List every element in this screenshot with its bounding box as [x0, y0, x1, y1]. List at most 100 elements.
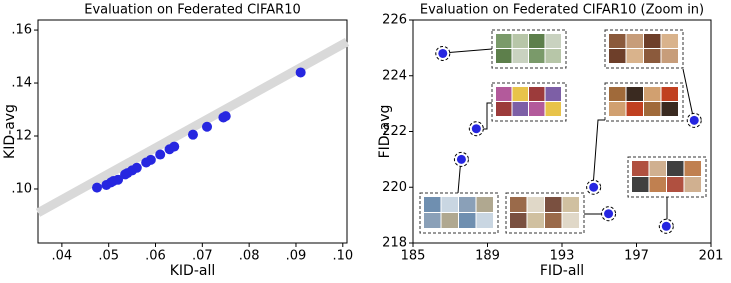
thumbnail-image	[496, 49, 512, 63]
x-tick-label: 189	[475, 249, 500, 264]
y-tick-label: 224	[382, 68, 407, 83]
y-axis-label: FID-avg	[377, 105, 393, 159]
thumbnail-image	[496, 87, 512, 101]
x-tick-label: 185	[401, 249, 426, 264]
x-axis-label: FID-all	[540, 263, 584, 279]
thumbnail-image	[545, 197, 562, 212]
x-tick-label: 201	[699, 249, 724, 264]
thumbnail-image	[512, 34, 528, 48]
y-tick-label: 226	[382, 13, 407, 28]
connector	[442, 48, 493, 54]
y-tick-label: .10	[11, 181, 32, 196]
data-point	[131, 162, 142, 173]
x-tick-label: 197	[624, 249, 649, 264]
thumbnail-image	[661, 49, 678, 63]
thumbnail-image	[626, 49, 643, 63]
connector	[682, 68, 695, 122]
y-tick-label: 220	[382, 180, 407, 195]
y-tick-label: .16	[11, 23, 32, 38]
data-point	[91, 182, 102, 193]
thumbnail-image	[510, 213, 527, 228]
data-point	[113, 174, 124, 185]
thumbnail-image	[545, 87, 561, 101]
thumbnail-image	[609, 34, 626, 48]
thumbnail-image	[644, 49, 661, 63]
thumbnail-image	[632, 177, 649, 192]
x-tick-label: .05	[98, 249, 119, 264]
thumbnail-image	[512, 49, 528, 63]
y-tick-label: .12	[11, 129, 32, 144]
thumbnail-image	[424, 213, 441, 228]
thumbnail-image	[626, 102, 643, 116]
data-point	[169, 141, 180, 152]
x-axis-label: KID-all	[170, 263, 216, 279]
thumbnail-image	[545, 213, 562, 228]
thumbnail-image	[649, 161, 666, 176]
thumbnail-image	[661, 87, 678, 101]
thumbnail-image	[459, 213, 476, 228]
thumbnail-image	[609, 87, 626, 101]
thumbnail-image	[684, 177, 701, 192]
data-point	[295, 67, 306, 78]
x-tick-label: .04	[52, 249, 73, 264]
data-point	[438, 48, 448, 58]
x-tick-label: .09	[286, 249, 307, 264]
thumbnail-image	[496, 34, 512, 48]
thumbnail-image	[441, 197, 458, 212]
thumbnail-image	[496, 102, 512, 116]
thumbnail-image	[527, 197, 544, 212]
x-tick-label: .08	[239, 249, 260, 264]
x-tick-label: .07	[192, 249, 213, 264]
x-tick-label: .06	[145, 249, 166, 264]
plot-area	[37, 19, 348, 244]
data-point	[155, 149, 166, 160]
thumbnail-image	[626, 87, 643, 101]
thumbnail-image	[459, 197, 476, 212]
thumbnail-image	[545, 102, 561, 116]
connector	[592, 119, 605, 188]
data-point	[471, 124, 481, 134]
thumbnail-image	[667, 177, 684, 192]
thumbnail-image	[661, 34, 678, 48]
thumbnail-image	[609, 49, 626, 63]
thumbnail-image	[441, 213, 458, 228]
data-point	[456, 154, 466, 164]
data-point	[661, 221, 671, 231]
thumbnail-image	[545, 34, 561, 48]
thumbnail-image	[562, 213, 579, 228]
thumbnail-image	[644, 102, 661, 116]
y-tick-label: .14	[11, 76, 32, 91]
y-tick-label: 218	[382, 236, 407, 251]
thumbnail-image	[684, 161, 701, 176]
y-axis-label: KID-avg	[2, 104, 18, 159]
y-tick-label: 222	[382, 124, 407, 139]
thumbnail-image	[667, 161, 684, 176]
data-point	[202, 121, 213, 132]
thumbnail-image	[529, 49, 545, 63]
thumbnail-image	[424, 197, 441, 212]
data-point	[689, 115, 699, 125]
thumbnail-image	[644, 34, 661, 48]
x-tick-label: .10	[332, 249, 353, 264]
x-tick-label: 193	[550, 249, 575, 264]
thumbnail-image	[476, 197, 493, 212]
thumbnail-image	[529, 87, 545, 101]
thumbnail-image	[527, 213, 544, 228]
thumbnail-image	[562, 197, 579, 212]
data-point	[220, 111, 231, 122]
thumbnail-image	[644, 87, 661, 101]
thumbnail-image	[649, 177, 666, 192]
data-point	[604, 209, 614, 219]
chart-title: Evaluation on Federated CIFAR10	[84, 3, 301, 18]
thumbnail-image	[529, 34, 545, 48]
thumbnail-image	[609, 102, 626, 116]
thumbnail-image	[512, 87, 528, 101]
fit-line	[35, 38, 350, 217]
data-point	[187, 129, 198, 140]
chart-title: Evaluation on Federated CIFAR10 (Zoom in…	[420, 3, 704, 18]
thumbnail-image	[529, 102, 545, 116]
thumbnail-image	[512, 102, 528, 116]
data-point	[145, 154, 156, 165]
thumbnail-image	[510, 197, 527, 212]
